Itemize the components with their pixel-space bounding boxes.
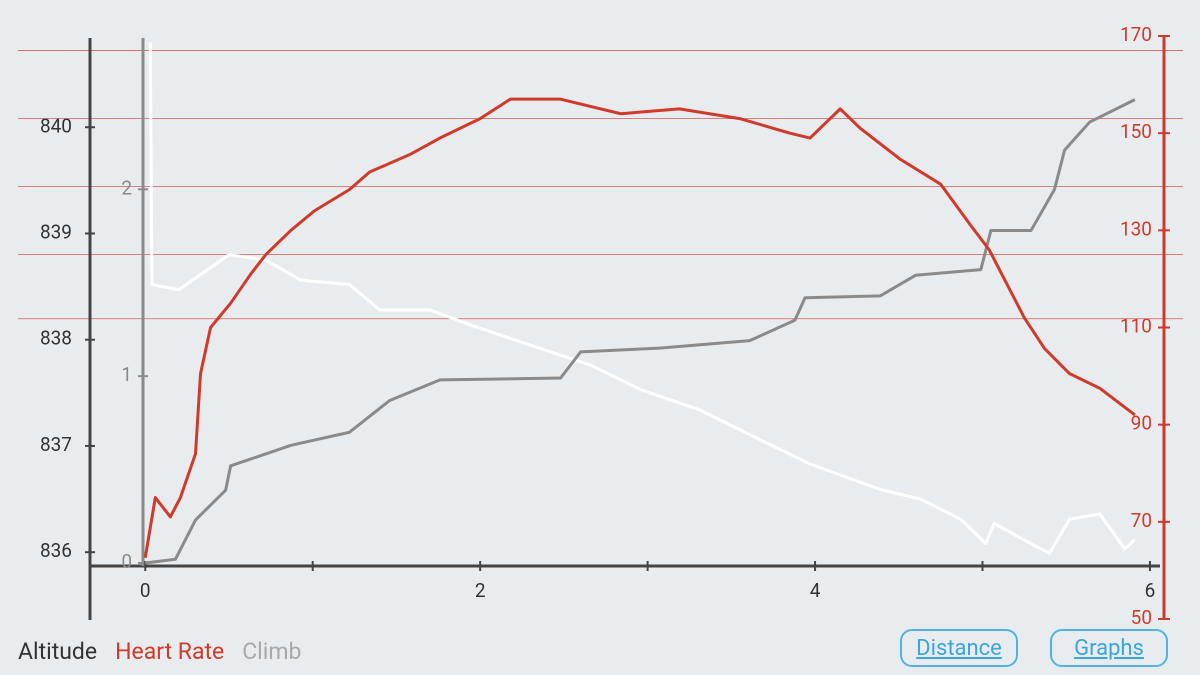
y2-tick-label: 130 <box>1120 217 1152 240</box>
x-tick-label: 4 <box>810 579 821 602</box>
y2-tick-label: 170 <box>1120 23 1152 46</box>
y-tick-label: 838 <box>40 327 72 350</box>
chart: 836 837 838 839 840 0 1 2 50 70 90 110 130 150 170 0 2 4 6 <box>18 23 1183 629</box>
legend-entry: Altitude <box>18 638 98 665</box>
series-line <box>148 42 1136 555</box>
y-tick-label: 836 <box>40 539 72 562</box>
y2-tick-label: 70 <box>1131 509 1152 532</box>
y-tick-label: 839 <box>40 220 72 243</box>
x-tick-label: 2 <box>475 579 486 602</box>
series-line <box>143 97 1136 559</box>
legend-entry: Heart Rate <box>115 638 225 665</box>
legend: Altitude Heart Rate Climb <box>18 638 301 665</box>
y3-tick-label: 0 <box>121 550 132 573</box>
y-tick-label: 837 <box>40 433 72 456</box>
distance-button[interactable]: Distance <box>900 629 1018 667</box>
y3-tick-label: 1 <box>121 363 132 386</box>
y2-tick-label: 150 <box>1120 120 1152 143</box>
x-tick-label: 6 <box>1145 579 1156 602</box>
y2-tick-label: 90 <box>1131 412 1152 435</box>
y3-tick-label: 2 <box>121 176 132 199</box>
y2-tick-label: 50 <box>1131 606 1152 625</box>
legend-entry: Climb <box>242 638 302 665</box>
graphs-button[interactable]: Graphs <box>1050 629 1168 667</box>
y2-tick-label: 110 <box>1120 315 1152 338</box>
series-line <box>145 98 1136 565</box>
x-tick-label: 0 <box>140 579 151 602</box>
y-tick-label: 840 <box>40 114 72 137</box>
